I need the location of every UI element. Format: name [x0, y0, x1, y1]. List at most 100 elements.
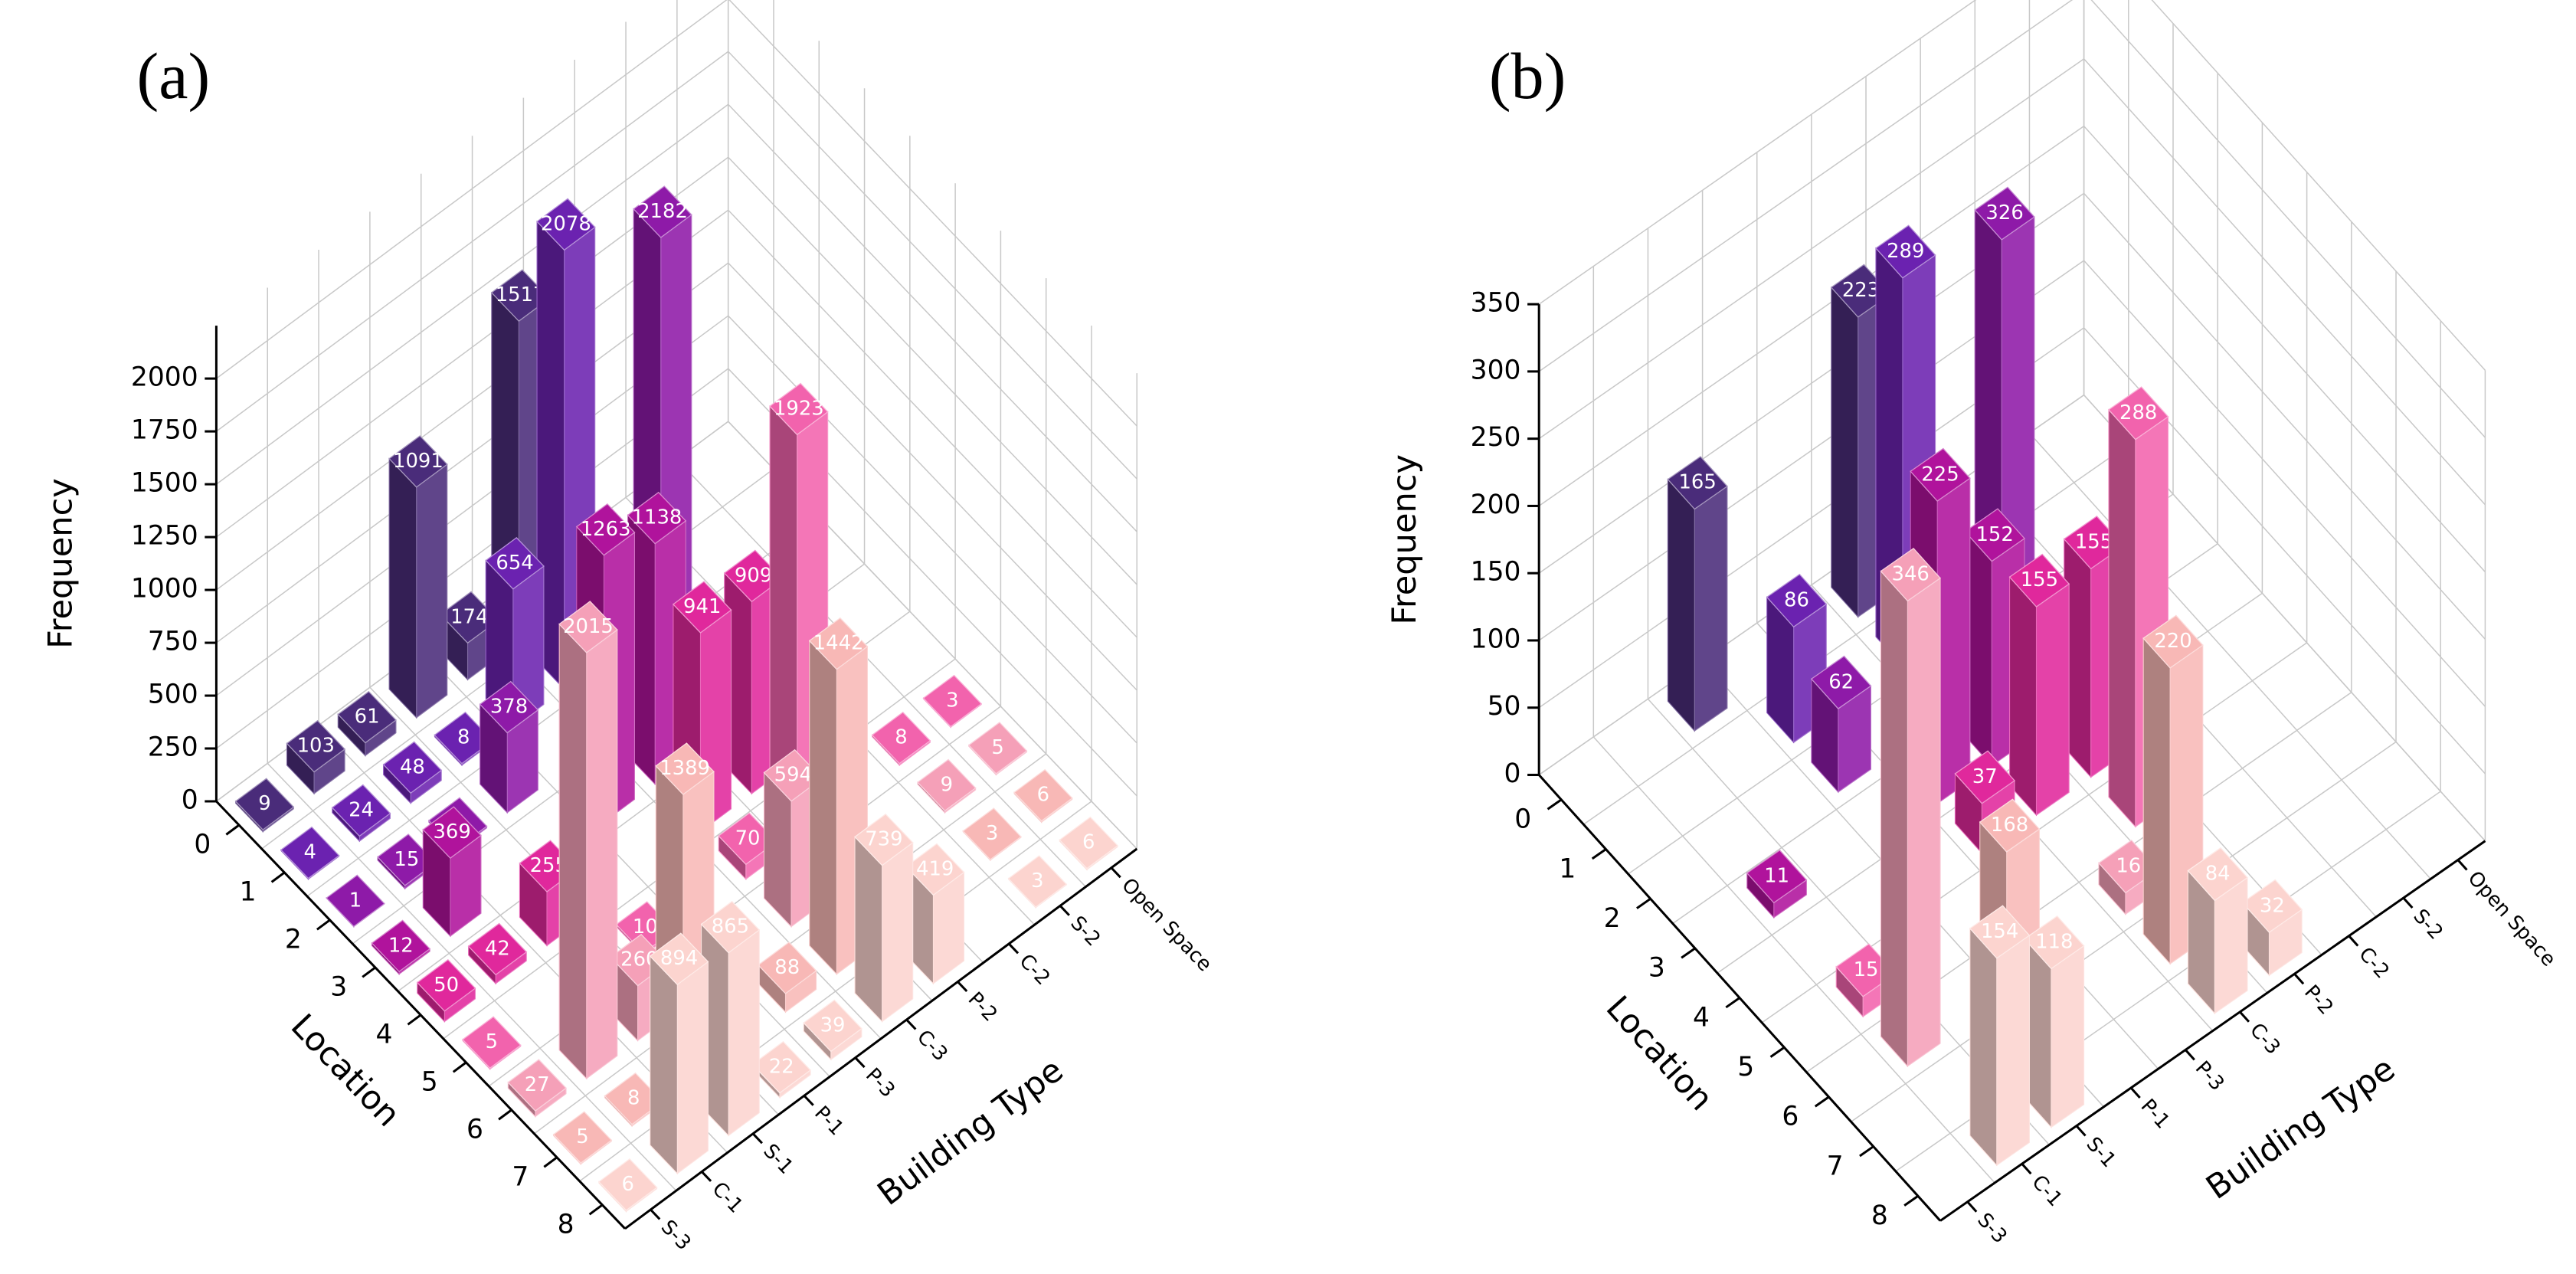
data-label: 2182	[637, 200, 688, 223]
data-label: 3	[986, 822, 998, 845]
x-tick	[1591, 848, 1607, 860]
z-tick-label: 1000	[131, 574, 198, 604]
bar-top	[1974, 186, 2035, 241]
bar-top	[2187, 847, 2248, 902]
bar-top	[597, 1158, 658, 1211]
z-axis-title: Frequency	[1386, 454, 1424, 625]
bar-side	[1880, 570, 1908, 1068]
bar-side	[2035, 583, 2070, 817]
y-tick	[2075, 1125, 2087, 1137]
bar-top	[326, 874, 385, 928]
bar-side	[1996, 935, 2030, 1167]
bar-top	[1013, 768, 1073, 822]
bar-top	[507, 1059, 567, 1112]
bar	[2187, 847, 2248, 1015]
data-label: 15	[394, 848, 419, 871]
grid-line	[215, 315, 1137, 744]
bar-top	[286, 719, 346, 773]
bar-top	[655, 742, 715, 795]
data-label: 70	[735, 827, 761, 850]
x-tick-label: 0	[194, 830, 211, 860]
data-label: 42	[485, 937, 510, 960]
bar-top	[2241, 879, 2303, 933]
bar	[597, 1158, 658, 1213]
data-label: 594	[774, 764, 812, 787]
y-tick-label: S-1	[2082, 1133, 2121, 1172]
bar-top	[1766, 573, 1828, 628]
x-tick	[1769, 1046, 1786, 1058]
z-tick-label: 200	[1471, 490, 1521, 520]
bar-side	[809, 640, 837, 975]
bar	[326, 874, 385, 928]
data-label: 941	[683, 595, 721, 618]
chart-title: (b)	[1489, 39, 1566, 113]
x-tick-label: 1	[240, 877, 257, 908]
grid-line	[1538, 192, 2486, 640]
data-label: 3	[1031, 870, 1043, 892]
bar-top	[2107, 386, 2169, 440]
bar	[382, 741, 443, 804]
y-tick-label: C-1	[2027, 1171, 2067, 1211]
data-label: 15	[1854, 958, 1879, 981]
y-tick	[2129, 1087, 2141, 1099]
bar	[1810, 655, 1872, 794]
grid-line	[215, 51, 1137, 480]
bar	[1880, 548, 1941, 1068]
data-label: 894	[660, 947, 698, 970]
y-tick-label: S-1	[758, 1140, 797, 1179]
y-tick	[2293, 973, 2305, 985]
y-tick	[957, 981, 968, 992]
bar	[916, 758, 977, 814]
grid-line	[215, 262, 1137, 691]
bar-top	[388, 435, 448, 488]
data-label: 32	[2260, 894, 2285, 917]
y-tick-label: P-1	[810, 1102, 848, 1140]
bar-top	[627, 491, 687, 545]
y-tick-label: S-2	[2408, 905, 2447, 944]
data-label: 4	[304, 841, 316, 864]
grid-line	[1583, 444, 2129, 825]
y-tick-label: C-2	[2354, 943, 2394, 984]
data-label: 165	[1678, 471, 1716, 494]
data-label: 8	[895, 726, 907, 749]
x-tick-label: 5	[421, 1067, 438, 1098]
x-tick-label: 2	[285, 925, 302, 955]
data-label: 739	[865, 828, 902, 851]
bar-side	[2214, 876, 2248, 1014]
bar-top	[575, 503, 636, 556]
bar	[479, 680, 539, 814]
bar-top	[751, 1040, 812, 1094]
y-tick	[2185, 1049, 2195, 1061]
bar-top	[700, 900, 761, 954]
x-tick	[1903, 1194, 1919, 1207]
bar-top	[558, 601, 618, 653]
bar-side	[650, 955, 678, 1175]
y-tick-label: S-2	[1065, 912, 1105, 951]
z-tick-label: 2000	[131, 362, 198, 393]
bar	[558, 601, 618, 1080]
x-tick-label: 4	[375, 1020, 392, 1050]
z-tick-label: 0	[182, 784, 198, 815]
z-tick-label: 300	[1471, 355, 1521, 385]
data-label: 1923	[774, 397, 824, 420]
bar	[462, 1016, 522, 1070]
data-label: 6	[1082, 831, 1095, 854]
bar-side	[854, 836, 883, 1023]
y-axis	[624, 847, 1138, 1230]
x-tick	[362, 966, 376, 978]
grid-line	[215, 209, 1137, 638]
bar-top	[371, 919, 431, 973]
data-label: 62	[1828, 670, 1854, 693]
z-tick-label: 150	[1471, 557, 1521, 588]
x-tick-label: 3	[330, 972, 347, 1003]
data-label: 3	[946, 689, 958, 712]
z-tick-label: 350	[1471, 288, 1521, 319]
bar-top	[2024, 915, 2085, 970]
grid-line	[2028, 432, 2431, 879]
data-label: 8	[627, 1087, 640, 1110]
bar-top	[552, 1111, 613, 1164]
data-label: 10	[633, 915, 658, 938]
x-tick	[498, 1109, 512, 1121]
z-tick-label: 500	[148, 680, 198, 710]
